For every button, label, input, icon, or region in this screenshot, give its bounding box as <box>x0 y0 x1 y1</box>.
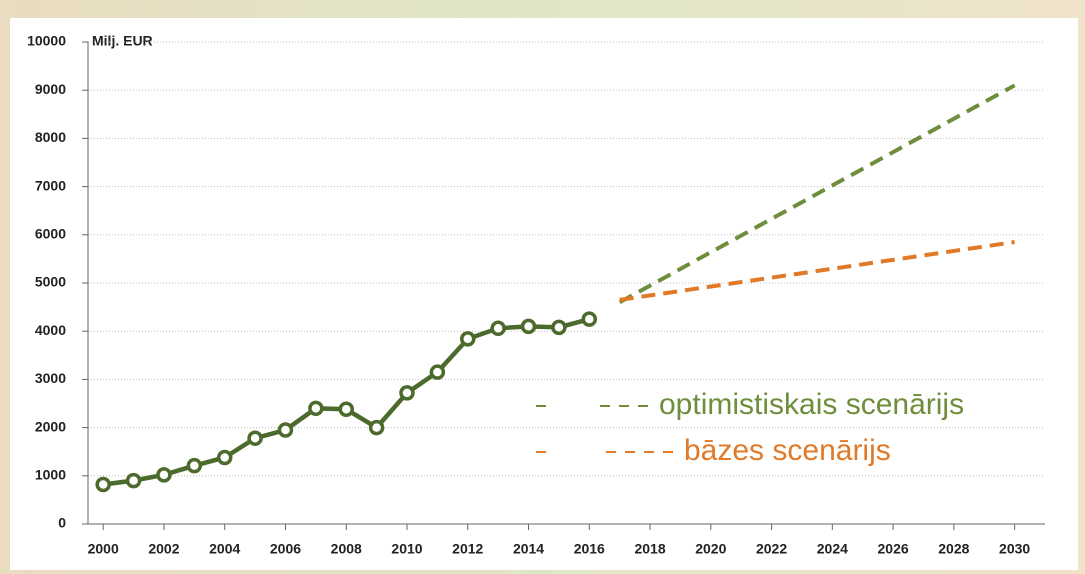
x-tick-label: 2026 <box>878 541 909 557</box>
data-point <box>247 430 263 446</box>
data-point <box>581 311 598 327</box>
x-tick-label: 2020 <box>695 541 726 557</box>
x-tick-label: 2012 <box>452 541 483 557</box>
y-tick-label: 3000 <box>35 370 66 386</box>
data-point <box>368 419 385 436</box>
data-point <box>125 472 142 489</box>
data-point <box>216 449 233 466</box>
x-tick-label: 2004 <box>209 541 240 557</box>
legend-label: optimistiskais scenārijs <box>659 388 964 421</box>
data-point <box>399 385 415 401</box>
x-tick-label: 2010 <box>391 541 422 557</box>
x-tick-label: 2028 <box>938 541 969 557</box>
data-point <box>277 422 294 438</box>
y-tick-label: 0 <box>58 515 66 531</box>
y-tick-label: 6000 <box>35 226 66 242</box>
x-tick-label: 2030 <box>999 541 1030 557</box>
y-tick-label: 8000 <box>35 129 66 145</box>
series-line <box>619 240 1015 302</box>
x-tick-label: 2016 <box>574 541 605 557</box>
data-point <box>308 400 324 417</box>
x-tick-label: 2008 <box>331 541 362 557</box>
x-tick-label: 2002 <box>148 541 179 557</box>
data-point <box>460 331 476 347</box>
data-point <box>520 318 537 335</box>
y-tick-label: 10000 <box>27 33 66 49</box>
plot-area <box>10 18 1078 570</box>
series-line <box>618 83 1016 305</box>
x-tick-label: 2000 <box>88 541 119 557</box>
data-point <box>429 364 446 380</box>
data-point <box>490 320 506 337</box>
data-point <box>186 457 203 474</box>
data-point <box>95 476 111 493</box>
x-tick-label: 2006 <box>270 541 301 557</box>
data-point <box>338 401 354 418</box>
legend-label: bāzes scenārijs <box>684 434 891 467</box>
x-tick-label: 2018 <box>634 541 665 557</box>
data-point <box>551 319 567 336</box>
y-tick-label: 4000 <box>35 322 66 338</box>
y-tick-label: 9000 <box>35 81 66 97</box>
x-tick-label: 2024 <box>817 541 848 557</box>
y-tick-label: 1000 <box>35 467 66 483</box>
y-axis-label: Milj. EUR <box>92 33 153 49</box>
y-tick-label: 7000 <box>35 177 66 193</box>
x-tick-label: 2022 <box>756 541 787 557</box>
y-tick-label: 5000 <box>35 274 66 290</box>
y-tick-label: 2000 <box>35 418 66 434</box>
x-tick-label: 2014 <box>513 541 544 557</box>
data-point <box>156 467 172 483</box>
